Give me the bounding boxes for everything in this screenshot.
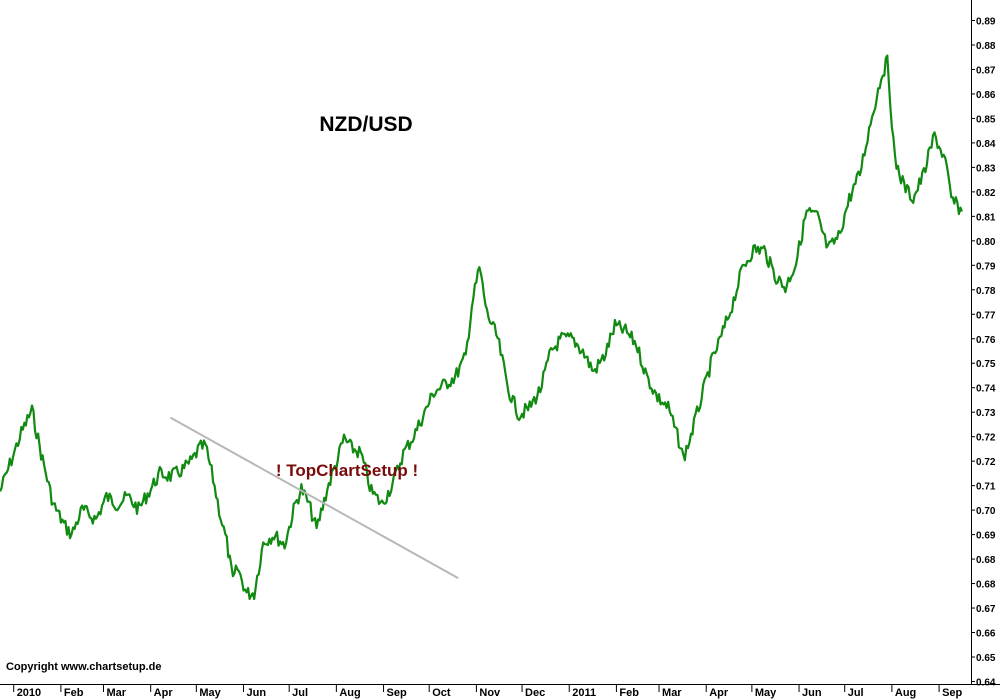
y-tick-label: 0.83 xyxy=(976,163,996,174)
y-tick-label: 0.71 xyxy=(976,482,996,493)
x-tick-label: Sep xyxy=(387,687,407,699)
y-tick-label: 0.77 xyxy=(976,310,996,321)
x-tick-label: Jul xyxy=(292,687,308,699)
y-tick-label: 0.67 xyxy=(976,604,996,615)
y-tick-label: 0.87 xyxy=(976,65,996,76)
y-tick-label: 0.84 xyxy=(976,139,996,150)
x-tick-label: Aug xyxy=(895,687,916,699)
y-tick-label: 0.70 xyxy=(976,506,996,517)
y-tick-label: 0.68 xyxy=(976,555,996,566)
y-tick-label: 0.75 xyxy=(976,359,996,370)
y-tick-label: 0.72 xyxy=(976,457,996,468)
x-tick-label: Mar xyxy=(662,687,682,699)
x-tick-label: Aug xyxy=(339,687,360,699)
trendline xyxy=(169,416,459,579)
series-line-nzdusd xyxy=(0,54,963,601)
x-tick-label: Nov xyxy=(479,687,501,699)
y-tick-label: 0.80 xyxy=(976,237,996,248)
y-tick-label: 0.68 xyxy=(976,580,996,591)
y-tick-label: 0.89 xyxy=(976,17,996,28)
y-tick-label: 0.81 xyxy=(976,212,996,223)
y-tick-label: 0.64 xyxy=(976,677,996,688)
x-tick-label: Apr xyxy=(709,687,729,699)
x-tick-label: Apr xyxy=(154,687,174,699)
chart-title: NZD/USD xyxy=(319,113,412,136)
y-tick-label: 0.72 xyxy=(976,433,996,444)
x-tick-label: Dec xyxy=(525,687,545,699)
x-axis: 2010 Feb Mar Apr May Jun Jul Aug Sep Oct Nov Dec 201… xyxy=(13,684,963,699)
x-tick-label: Mar xyxy=(106,687,126,699)
x-tick-label: 2010 xyxy=(17,687,41,699)
x-tick-label: Jun xyxy=(247,687,267,699)
y-tick-label: 0.66 xyxy=(976,629,996,640)
x-tick-label: Sep xyxy=(942,687,962,699)
y-tick-label: 0.69 xyxy=(976,531,996,542)
y-axis: 0.89 0.88 0.87 0.86 0.85 0.84 0.83 0.82 0.81 0.80… xyxy=(971,17,996,688)
x-tick-label: Feb xyxy=(619,687,639,699)
y-tick-label: 0.82 xyxy=(976,188,996,199)
watermark-text: ! TopChartSetup ! xyxy=(276,461,418,480)
x-tick-label: Jun xyxy=(802,687,822,699)
x-tick-label: 2011 xyxy=(572,687,596,699)
x-tick-label: May xyxy=(199,687,221,699)
series-layer xyxy=(0,54,963,601)
y-tick-label: 0.79 xyxy=(976,261,996,272)
y-tick-label: 0.73 xyxy=(976,408,996,419)
y-tick-label: 0.88 xyxy=(976,41,996,52)
y-tick-label: 0.85 xyxy=(976,114,996,125)
y-tick-label: 0.78 xyxy=(976,286,996,297)
x-tick-label: May xyxy=(755,687,777,699)
x-tick-label: Jul xyxy=(848,687,864,699)
x-tick-label: Feb xyxy=(64,687,84,699)
y-tick-label: 0.65 xyxy=(976,653,996,664)
trendline-layer xyxy=(169,416,459,579)
y-tick-label: 0.76 xyxy=(976,335,996,346)
y-tick-label: 0.86 xyxy=(976,90,996,101)
x-tick-label: Oct xyxy=(432,687,451,699)
y-tick-label: 0.74 xyxy=(976,384,996,395)
copyright-text: Copyright www.chartsetup.de xyxy=(6,661,161,673)
